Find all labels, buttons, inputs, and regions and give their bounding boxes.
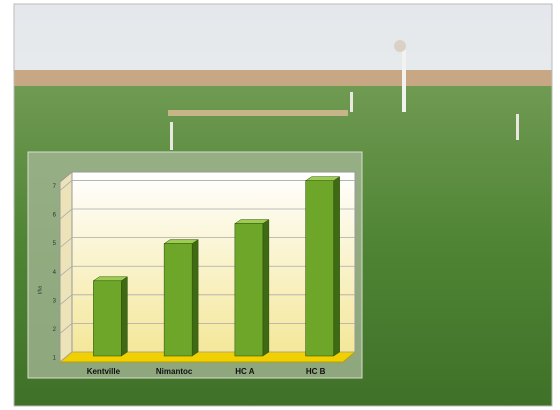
grid-line [59,208,355,220]
bar-top [304,176,341,181]
y-tick-label: 1 [53,356,57,362]
bar-top [234,219,270,224]
bar-side [121,276,128,357]
bar [163,243,193,357]
bar [234,223,264,357]
y-tick-label: 5 [53,241,57,247]
bar-top [163,239,199,244]
bar-side [333,176,340,357]
bar [305,180,334,357]
x-tick-label: Kentville [87,367,121,376]
bar-side [191,239,199,357]
chart: t/ha 1 2 3 4 5 6 7 Kentville Nimantoc HC A HC B [37,176,355,376]
y-tick-label: 4 [53,270,57,276]
grid-line [59,180,355,191]
y-tick-label: 2 [53,327,57,333]
y-tick-label: 3 [53,298,57,304]
x-tick-label: HC A [235,367,254,376]
x-tick-label: Nimantoc [156,367,193,376]
bar-side [262,219,270,357]
x-tick-label: HC B [306,367,326,376]
bar-top [92,276,129,282]
y-tick-label: 7 [53,184,57,190]
y-axis-label: t/ha [37,286,43,295]
y-tick-label: 6 [53,213,57,219]
bar [93,280,122,357]
